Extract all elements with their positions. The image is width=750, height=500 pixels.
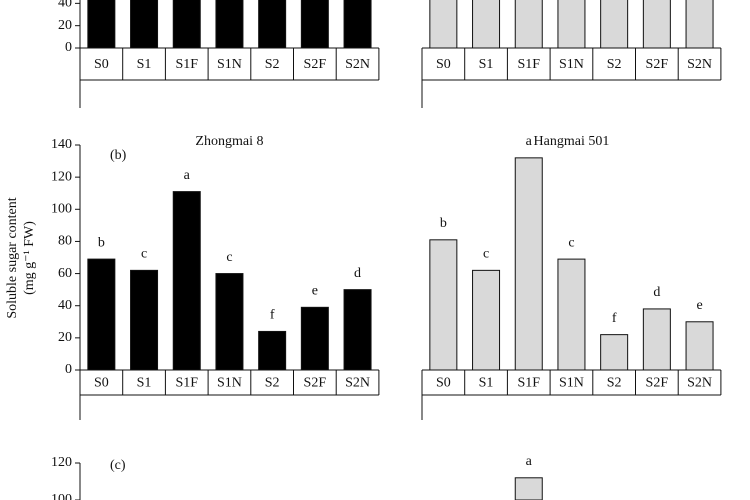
x-tick-label: S1F xyxy=(517,376,540,391)
series-title: Zhongmai 8 xyxy=(195,134,263,149)
bars xyxy=(87,157,714,371)
y-tick-label: 100 xyxy=(51,202,72,217)
bar xyxy=(87,0,116,49)
y-axis-label: Soluble sugar content xyxy=(5,197,20,318)
significance-letter: d xyxy=(653,285,660,300)
y-tick-label: 0 xyxy=(65,362,72,377)
bar xyxy=(343,289,372,371)
x-tick-label: S2 xyxy=(607,57,622,72)
x-tick-label: S1F xyxy=(517,57,540,72)
bar xyxy=(472,0,501,49)
significance-letter: e xyxy=(312,284,318,299)
significance-letter: c xyxy=(568,235,574,250)
bar xyxy=(130,0,159,49)
y-tick-label: 120 xyxy=(51,455,72,470)
significance-letter: f xyxy=(612,311,617,326)
x-tick-label: S2F xyxy=(646,376,669,391)
bar xyxy=(87,258,116,371)
significance-letter: c xyxy=(226,250,232,265)
bars xyxy=(514,477,543,500)
y-tick-label: 140 xyxy=(51,137,72,152)
x-tick-label: S2N xyxy=(687,57,712,72)
y-tick-label: 0 xyxy=(65,40,72,55)
bar xyxy=(172,0,201,49)
y-tick-label: 40 xyxy=(58,298,72,313)
significance-letter: b xyxy=(440,216,447,231)
bar xyxy=(685,0,714,49)
bar xyxy=(300,0,329,49)
x-tick-label: S1 xyxy=(137,57,152,72)
bars xyxy=(87,0,714,49)
x-tick-label: S0 xyxy=(94,376,109,391)
x-tick-label: S1N xyxy=(559,376,584,391)
bar xyxy=(514,157,543,371)
bar xyxy=(429,239,458,371)
bar xyxy=(514,477,543,500)
y-tick-label: 60 xyxy=(58,266,72,281)
bar xyxy=(514,0,543,49)
x-tick-label: S1 xyxy=(137,376,152,391)
x-tick-label: S2F xyxy=(646,57,669,72)
bar xyxy=(172,191,201,371)
panel-label: (c) xyxy=(110,458,126,473)
bar xyxy=(215,273,244,371)
y-tick-label: 100 xyxy=(51,492,72,500)
significance-letter: f xyxy=(270,308,275,323)
x-tick-label: S0 xyxy=(436,376,451,391)
y-tick-label: 20 xyxy=(58,18,72,33)
y-axis-label: (mg g⁻¹ FW) xyxy=(22,221,37,295)
bar xyxy=(472,269,501,371)
y-tick-label: 40 xyxy=(58,0,72,11)
x-tick-label: S2 xyxy=(265,57,280,72)
bar xyxy=(557,258,586,371)
bar xyxy=(300,306,329,371)
significance-letter: e xyxy=(696,298,702,313)
series-title: Hangmai 501 xyxy=(534,134,610,149)
x-tick-label: S2F xyxy=(304,376,327,391)
bar xyxy=(429,0,458,49)
bar xyxy=(258,330,287,371)
significance-letter: c xyxy=(141,247,147,262)
x-tick-label: S1F xyxy=(175,376,198,391)
bar xyxy=(685,321,714,371)
bar xyxy=(557,0,586,49)
significance-letter: a xyxy=(526,134,533,149)
y-tick-label: 120 xyxy=(51,169,72,184)
significance-letter: c xyxy=(483,247,489,262)
y-tick-label: 80 xyxy=(58,234,72,249)
x-tick-label: S1 xyxy=(479,376,494,391)
bar xyxy=(600,334,629,371)
bar xyxy=(642,0,671,49)
x-tick-label: S1N xyxy=(217,376,242,391)
bar xyxy=(642,308,671,371)
bar xyxy=(215,0,244,49)
x-tick-label: S0 xyxy=(436,57,451,72)
panel: 0 20 40 S0 S1 S1F S1N S2 S2F S2N S0 S1 S1F S1N S2 S2F S2… xyxy=(58,0,722,108)
x-tick-label: S1 xyxy=(479,57,494,72)
significance-letter: b xyxy=(98,235,105,250)
x-tick-label: S2N xyxy=(345,376,370,391)
x-tick-label: S2 xyxy=(607,376,622,391)
y-tick-label: 20 xyxy=(58,330,72,345)
bar xyxy=(343,0,372,49)
x-tick-label: S1N xyxy=(217,57,242,72)
x-tick-label: S0 xyxy=(94,57,109,72)
significance-letter: a xyxy=(184,168,191,183)
x-tick-label: S2N xyxy=(345,57,370,72)
bar xyxy=(600,0,629,49)
panel: 100 120 (c) a xyxy=(51,454,543,500)
significance-letter: a xyxy=(526,454,533,469)
x-tick-label: S1N xyxy=(559,57,584,72)
bar xyxy=(130,269,159,371)
significance-letter: d xyxy=(354,266,361,281)
x-tick-label: S1F xyxy=(175,57,198,72)
panel: 0 20 40 60 80 100 120 140 (b) Soluble sugar conte… xyxy=(5,134,722,420)
x-tick-label: S2N xyxy=(687,376,712,391)
panel-label: (b) xyxy=(110,148,127,163)
x-tick-label: S2 xyxy=(265,376,280,391)
x-tick-label: S2F xyxy=(304,57,327,72)
bar xyxy=(258,0,287,49)
